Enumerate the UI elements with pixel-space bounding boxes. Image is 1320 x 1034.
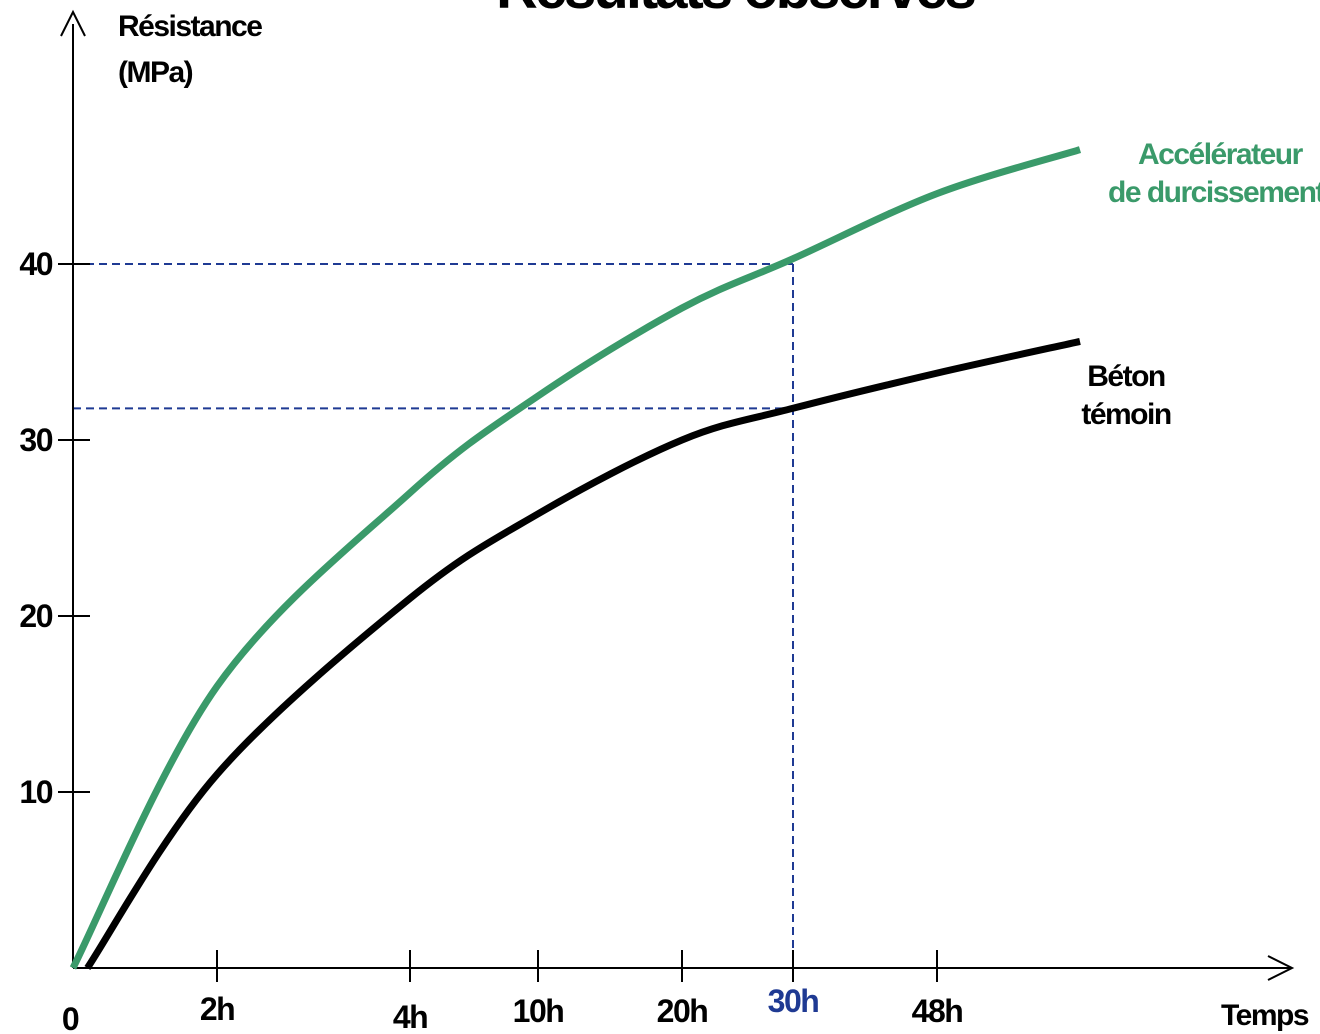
y-axis-label-line1: Résistance: [118, 10, 262, 43]
series-line-beton-temoin: [84, 337, 1081, 970]
x-axis-arrow-icon: [1267, 955, 1295, 981]
y-tick-label: 20: [19, 598, 52, 634]
series-label-accelerateur-line2: de durcissement: [1108, 176, 1320, 209]
x-tick-label: 10h: [513, 993, 564, 1029]
series-label-beton-line1: Béton: [1087, 360, 1165, 393]
x-tick-label: 4h: [393, 999, 427, 1034]
y-tick-label: 40: [19, 246, 52, 282]
reference-lines: [73, 263, 794, 968]
x-tick-label: 20h: [657, 993, 708, 1029]
chart-title: Résultats observés: [496, 0, 975, 21]
x-tick-label: 2h: [200, 991, 234, 1027]
series-line-accelerateur: [69, 146, 1082, 970]
x-tick-label: 30h: [768, 983, 819, 1019]
y-axis-arrow-icon: [60, 9, 86, 37]
y-tick-label: 30: [19, 422, 52, 458]
y-tick-label: 10: [19, 774, 52, 810]
x-tick-label: 48h: [912, 993, 963, 1029]
x-axis-label: Temps: [1221, 999, 1309, 1032]
ticks: 10 20 30 40 2h 4h 10h 20h 30h 48h: [19, 246, 963, 1034]
series-group: [69, 146, 1082, 970]
series-label-beton-line2: témoin: [1081, 398, 1171, 431]
series-label-accelerateur-line1: Accélérateur: [1138, 138, 1304, 171]
origin-label: 0: [62, 1001, 79, 1034]
y-axis-label-line2: (MPa): [118, 56, 193, 89]
axes: [60, 9, 1295, 981]
